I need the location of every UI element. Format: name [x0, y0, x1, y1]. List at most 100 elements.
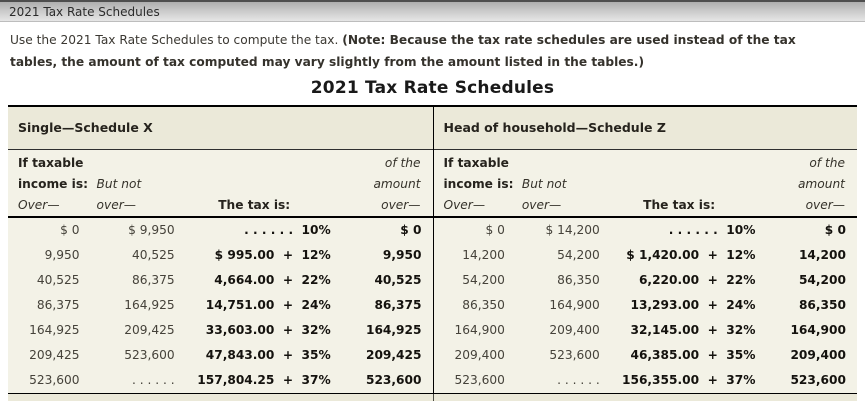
cell-tax: 6,220.00 + 22% — [638, 273, 756, 288]
table-row: 209,425 523,600 47,843.00 + 35% 209,425 — [8, 343, 433, 368]
cell-over: 86,375 — [36, 298, 80, 313]
table-row: 164,925 209,425 33,603.00 + 32% 164,925 — [8, 318, 433, 343]
cell-tax: 14,751.00 + 24% — [205, 298, 331, 313]
header-of-the: of the — [384, 155, 421, 170]
table-row: 523,600 . . . . . . 157,804.25 + 37% 523… — [8, 368, 433, 393]
table-row: 40,525 86,375 4,664.00 + 22% 40,525 — [8, 268, 433, 293]
table-row: 86,375 164,925 14,751.00 + 24% 86,375 — [8, 293, 433, 318]
header-not-over: over— — [96, 198, 136, 213]
cell-tax: 156,355.00 + 37% — [621, 373, 756, 388]
header-amount-over: over— — [381, 198, 421, 213]
table-row: 164,900 209,400 32,145.00 + 32% 164,900 — [434, 318, 858, 343]
panel-title: 2021 Tax Rate Schedules — [9, 4, 160, 19]
cell-but-not-over: 86,350 — [557, 273, 600, 288]
header-amount-over: over— — [805, 198, 845, 213]
cell-but-not-over: 209,400 — [549, 323, 600, 338]
cell-of-amount-over: 523,600 — [790, 373, 846, 388]
cell-over: 523,600 — [454, 373, 505, 388]
header-if-taxable: If taxable — [18, 155, 84, 170]
table-row: 209,400 523,600 46,385.00 + 35% 209,400 — [434, 343, 858, 368]
header-of-the: of the — [809, 155, 845, 170]
cell-over: 209,400 — [454, 348, 505, 363]
header-amount: amount — [797, 176, 845, 191]
header-but-not: But not — [521, 176, 567, 191]
header-over: Over— — [443, 198, 486, 213]
cell-of-amount-over: 86,375 — [374, 298, 422, 313]
cell-over: 54,200 — [462, 273, 505, 288]
cell-tax: 13,293.00 + 24% — [630, 298, 756, 313]
cell-over: 164,925 — [29, 323, 80, 338]
cell-but-not-over: . . . . . . — [132, 373, 175, 388]
schedule-body: $ 0 $ 14,200 . . . . . . 10% $ 0 14,200 … — [434, 218, 858, 393]
table-row: 14,200 54,200 $ 1,420.00 + 12% 14,200 — [434, 243, 858, 268]
cell-but-not-over: 164,900 — [549, 298, 600, 313]
table-row: 9,950 40,525 $ 995.00 + 12% 9,950 — [8, 243, 433, 268]
table-row: 54,200 86,350 6,220.00 + 22% 54,200 — [434, 268, 858, 293]
cell-but-not-over: 40,525 — [132, 248, 175, 263]
cell-but-not-over: 54,200 — [557, 248, 600, 263]
table-row: 86,350 164,900 13,293.00 + 24% 86,350 — [434, 293, 858, 318]
cell-of-amount-over: 209,425 — [365, 348, 422, 363]
schedule-divider — [432, 394, 434, 401]
cell-tax: 157,804.25 + 37% — [197, 373, 331, 388]
schedule-single: Single—Schedule X If taxable of the inco… — [8, 107, 433, 393]
cell-tax: . . . . . . 10% — [668, 223, 756, 238]
cell-of-amount-over: 86,350 — [798, 298, 846, 313]
next-schedule-partial — [8, 394, 857, 401]
table-row: 523,600 . . . . . . 156,355.00 + 37% 523… — [434, 368, 858, 393]
instructions-intro: Use the 2021 Tax Rate Schedules to compu… — [10, 33, 343, 47]
cell-over: 14,200 — [462, 248, 505, 263]
panel-header[interactable]: 2021 Tax Rate Schedules — [0, 0, 865, 22]
schedule-title: Head of household—Schedule Z — [433, 107, 857, 150]
header-income-is: income is: — [443, 176, 514, 191]
cell-over: 9,950 — [44, 248, 80, 263]
cell-tax: 33,603.00 + 32% — [205, 323, 331, 338]
cell-but-not-over: 523,600 — [124, 348, 175, 363]
cell-of-amount-over: 164,925 — [365, 323, 422, 338]
cell-tax: 32,145.00 + 32% — [630, 323, 756, 338]
tax-rate-schedules-table: Single—Schedule X If taxable of the inco… — [8, 105, 857, 395]
cell-of-amount-over: 523,600 — [365, 373, 422, 388]
instructions-note: (Note: Because the tax rate schedules ar… — [10, 33, 796, 69]
schedules-heading: 2021 Tax Rate Schedules — [310, 78, 555, 98]
cell-but-not-over: . . . . . . — [557, 373, 600, 388]
cell-tax: 46,385.00 + 35% — [630, 348, 756, 363]
cell-over: 209,425 — [29, 348, 80, 363]
cell-of-amount-over: 9,950 — [382, 248, 422, 263]
cell-tax: $ 995.00 + 12% — [214, 248, 331, 263]
cell-over: 40,525 — [36, 273, 80, 288]
cell-over: 86,350 — [462, 298, 505, 313]
cell-but-not-over: 209,425 — [124, 323, 175, 338]
header-the-tax-is: The tax is: — [643, 198, 716, 213]
cell-of-amount-over: 164,900 — [790, 323, 846, 338]
cell-of-amount-over: $ 0 — [400, 223, 422, 238]
cell-of-amount-over: $ 0 — [824, 223, 846, 238]
cell-of-amount-over: 40,525 — [374, 273, 422, 288]
cell-but-not-over: 86,375 — [132, 273, 175, 288]
header-not-over: over— — [521, 198, 562, 213]
cell-tax: $ 1,420.00 + 12% — [626, 248, 756, 263]
table-row: $ 0 $ 14,200 . . . . . . 10% $ 0 — [434, 218, 858, 243]
cell-of-amount-over: 209,400 — [790, 348, 846, 363]
table-row: $ 0 $ 9,950 . . . . . . 10% $ 0 — [8, 218, 433, 243]
column-headers: If taxable of the income is: But not amo… — [433, 150, 857, 218]
header-the-tax-is: The tax is: — [218, 198, 291, 213]
header-amount: amount — [373, 176, 421, 191]
cell-tax: . . . . . . 10% — [244, 223, 331, 238]
header-income-is: income is: — [18, 176, 88, 191]
cell-but-not-over: $ 14,200 — [545, 223, 600, 238]
schedule-body: $ 0 $ 9,950 . . . . . . 10% $ 0 9,950 40… — [8, 218, 433, 393]
cell-but-not-over: $ 9,950 — [128, 223, 175, 238]
cell-over: 523,600 — [29, 373, 80, 388]
header-over: Over— — [18, 198, 60, 213]
schedule-title: Single—Schedule X — [8, 107, 433, 150]
cell-but-not-over: 523,600 — [549, 348, 600, 363]
column-headers: If taxable of the income is: But not amo… — [8, 150, 433, 218]
cell-tax: 4,664.00 + 22% — [214, 273, 331, 288]
cell-of-amount-over: 54,200 — [798, 273, 846, 288]
cell-tax: 47,843.00 + 35% — [205, 348, 331, 363]
cell-over: 164,900 — [454, 323, 505, 338]
schedule-head-of-household: Head of household—Schedule Z If taxable … — [432, 107, 858, 393]
cell-over: $ 0 — [485, 223, 505, 238]
